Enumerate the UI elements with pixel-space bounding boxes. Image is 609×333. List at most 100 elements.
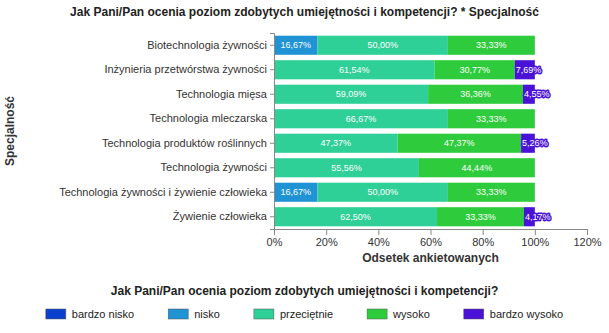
x-axis: 0% 20% 40% 60% 80% 100% 120%: [267, 229, 602, 248]
data-label: 4,17%: [525, 212, 551, 222]
y-tick-label: Biotechnologia żywności: [147, 39, 267, 51]
bar-segment: [274, 85, 428, 104]
y-tick-mark: [270, 45, 274, 46]
x-tick: 100%: [521, 229, 549, 248]
x-tick: 80%: [472, 229, 494, 248]
x-tick: 60%: [420, 229, 442, 248]
data-label: 16,67%: [280, 40, 311, 50]
bar-segment: [274, 207, 437, 226]
y-tick-mark: [270, 94, 274, 95]
data-label: 55,56%: [331, 163, 362, 173]
data-label: 4,55%: [524, 89, 550, 99]
legend-title: Jak Pani/Pan ocenia poziom zdobytych umi…: [111, 284, 498, 298]
x-tick-mark: [378, 229, 379, 235]
x-tick-label: 100%: [521, 236, 549, 248]
y-tick: Biotechnologia żywności: [147, 39, 274, 51]
data-label: 7,69%: [516, 65, 542, 75]
legend-item: wysoko: [367, 308, 430, 320]
x-tick: 20%: [316, 229, 338, 248]
x-tick-mark: [483, 229, 484, 235]
x-axis-title: Odsetek ankietowanych: [362, 251, 499, 265]
bar-segment: [274, 134, 398, 153]
legend-swatch: [168, 309, 188, 319]
data-label: 16,67%: [280, 187, 311, 197]
y-tick: Technologia żywności i żywienie człowiek…: [59, 186, 274, 198]
data-label: 33,33%: [476, 114, 507, 124]
x-tick-mark: [535, 229, 536, 235]
data-label: 44,44%: [462, 163, 493, 173]
legend-item: przeciętnie: [254, 308, 333, 320]
bar-segment: [317, 36, 447, 55]
legend-label: przeciętnie: [280, 308, 333, 320]
x-tick-label: 20%: [316, 236, 338, 248]
bar-segment: [437, 207, 524, 226]
y-tick-label: Technologia mleczarska: [150, 112, 268, 124]
legend-label: wysoko: [392, 308, 430, 320]
legend-item: bardzo nisko: [46, 308, 134, 320]
data-label: 50,00%: [367, 40, 398, 50]
y-axis-title: Specjalność: [3, 96, 17, 166]
y-tick: Technologia żywności: [161, 161, 274, 173]
legend-label: bardzo wysoko: [490, 308, 563, 320]
y-tick-mark: [270, 143, 274, 144]
y-axis-line: [270, 34, 275, 230]
data-label: 36,36%: [460, 89, 491, 99]
x-tick-mark: [587, 229, 588, 235]
x-tick-label: 80%: [472, 236, 494, 248]
legend-item: nisko: [168, 308, 220, 320]
chart: 16,67%16,67%50,00%61,54%59,09%66,67%47,3…: [0, 0, 609, 333]
bar-segment: [398, 134, 522, 153]
legend-item: bardzo wysoko: [464, 308, 563, 320]
x-tick-mark: [431, 229, 432, 235]
data-label: 66,67%: [346, 114, 377, 124]
x-tick-label: 120%: [573, 236, 601, 248]
bar-segment: [419, 158, 535, 177]
x-tick: 120%: [573, 229, 601, 248]
bar-segment: [274, 183, 317, 202]
y-tick-mark: [270, 192, 274, 193]
x-tick-label: 60%: [420, 236, 442, 248]
y-tick: Żywienie człowieka: [173, 210, 274, 222]
y-tick: Inżynieria przetwórstwa żywności: [104, 63, 274, 75]
x-tick-label: 0%: [267, 236, 283, 248]
data-label: 62,50%: [340, 212, 371, 222]
x-tick: 0%: [267, 229, 283, 248]
bar-segment: [317, 183, 447, 202]
data-label: 61,54%: [339, 65, 370, 75]
data-label: 47,37%: [444, 138, 475, 148]
bar-segment: [448, 36, 535, 55]
y-tick-mark: [270, 118, 274, 119]
y-tick-label: Żywienie człowieka: [173, 210, 268, 222]
bar-segment: [428, 85, 523, 104]
y-axis: Biotechnologia żywności Inżynieria przetw…: [59, 34, 274, 230]
title: Jak Pani/Pan ocenia poziom zdobytych umi…: [70, 5, 539, 19]
y-tick-mark: [270, 167, 274, 168]
legend-swatch: [254, 309, 274, 319]
data-label: 33,33%: [465, 212, 496, 222]
y-tick-mark: [270, 216, 274, 217]
bar-segment: [448, 183, 535, 202]
bar-segment: [274, 109, 448, 128]
y-tick: Technologia produktów roślinnych: [102, 137, 274, 149]
data-label: 5,26%: [522, 138, 548, 148]
bar-segment: [435, 60, 515, 79]
y-tick-label: Technologia produktów roślinnych: [102, 137, 267, 149]
legend-label: nisko: [194, 308, 220, 320]
data-label: 33,33%: [476, 40, 507, 50]
legend-label: bardzo nisko: [72, 308, 134, 320]
legend-swatch: [367, 309, 387, 319]
bar-segment: [274, 60, 435, 79]
x-tick-label: 40%: [368, 236, 390, 248]
y-tick-label: Technologia żywności: [161, 161, 267, 173]
bars: [274, 36, 535, 227]
plot: 16,67%16,67%50,00%61,54%59,09%66,67%47,3…: [59, 34, 602, 248]
y-tick-label: Technologia żywności i żywienie człowiek…: [59, 186, 268, 198]
bar-segment: [448, 109, 535, 128]
x-tick: 40%: [368, 229, 390, 248]
y-tick-mark: [270, 69, 274, 70]
y-tick-label: Inżynieria przetwórstwa żywności: [104, 63, 267, 75]
y-tick: Technologia mleczarska: [150, 112, 274, 124]
bar-segment: [274, 36, 317, 55]
data-label: 30,77%: [459, 65, 490, 75]
y-tick: Technologia mięsa: [176, 88, 274, 100]
